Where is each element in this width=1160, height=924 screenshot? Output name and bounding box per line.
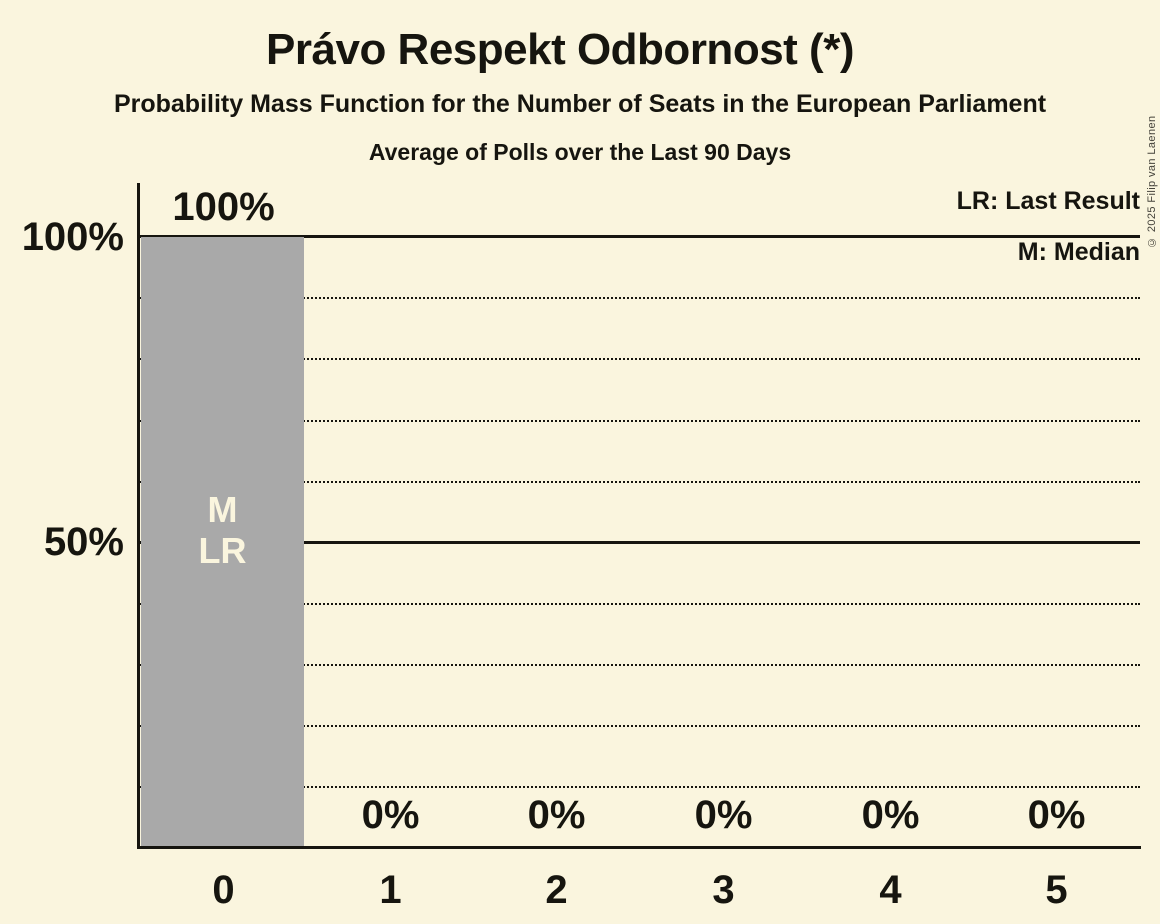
legend-median: M: Median [1017,238,1140,266]
x-axis-label-0: 0 [212,868,235,912]
copyright-notice: © 2025 Filip van Laenen [1146,115,1158,248]
y-axis-label-50: 50% [43,520,124,564]
last-result-marker: LR [198,530,247,571]
chart-subtitle: Probability Mass Function for the Number… [113,90,1047,118]
x-axis-label-3: 3 [712,868,735,912]
value-label-seats-4: 0% [861,793,920,837]
value-label-seats-5: 0% [1027,793,1086,837]
value-label-seats-2: 0% [527,793,586,837]
x-axis-label-5: 5 [1045,868,1068,912]
gridline-30pct [140,664,1140,666]
value-label-seats-0: 100% [172,185,275,229]
chart-title: Právo Respekt Odbornost (*) [266,25,854,74]
gridline-90pct [140,297,1140,299]
gridline-80pct [140,358,1140,360]
x-axis-label-2: 2 [545,868,568,912]
gridline-10pct [140,786,1140,788]
gridline-70pct [140,420,1140,422]
chart-note: Average of Polls over the Last 90 Days [368,139,792,165]
value-label-seats-3: 0% [694,793,753,837]
x-axis-label-1: 1 [379,868,402,912]
gridline-20pct [140,725,1140,727]
y-axis-label-100: 100% [21,215,124,259]
median-marker: M [207,489,238,530]
gridline-40pct [140,603,1140,605]
bar-seats-0 [141,237,304,846]
gridline-50pct [140,541,1140,544]
x-axis-label-4: 4 [879,868,902,912]
gridline-100pct [140,235,1140,238]
bar-annotation-median-lastresult: M LR [141,489,304,571]
legend-last-result: LR: Last Result [956,187,1140,215]
x-axis-line [137,846,1141,849]
gridline-60pct [140,481,1140,483]
y-axis-line [137,183,140,849]
value-label-seats-1: 0% [361,793,420,837]
